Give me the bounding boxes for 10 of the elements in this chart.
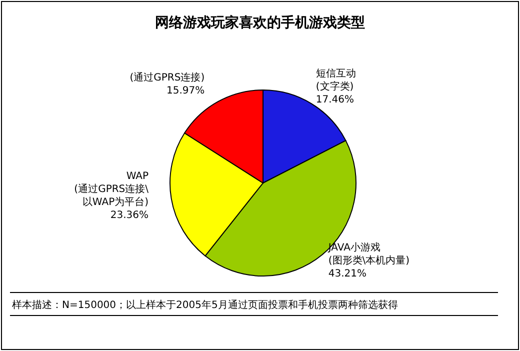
data-label: 17.46% <box>316 94 354 106</box>
data-label: 23.36% <box>110 210 149 221</box>
slice-label: (通过GPRS连接) <box>130 71 205 84</box>
chart-title: 网络游戏玩家喜欢的手机游戏类型 <box>154 14 366 32</box>
slice-label: 短信互动 (文字类) <box>316 67 356 92</box>
data-label: 43.21% <box>328 268 367 280</box>
slice-label: WAP (通过GPRS连接\ 以WAP为平台) <box>74 170 150 208</box>
data-label: 15.97% <box>166 85 205 96</box>
text: 样本描述：N=150000；以上样本于2005年5月通过页面投票和手机投票两种筛选获得 <box>12 298 398 312</box>
slice-label: JAVA小游戏 (图形类\本机内量) <box>327 241 410 266</box>
